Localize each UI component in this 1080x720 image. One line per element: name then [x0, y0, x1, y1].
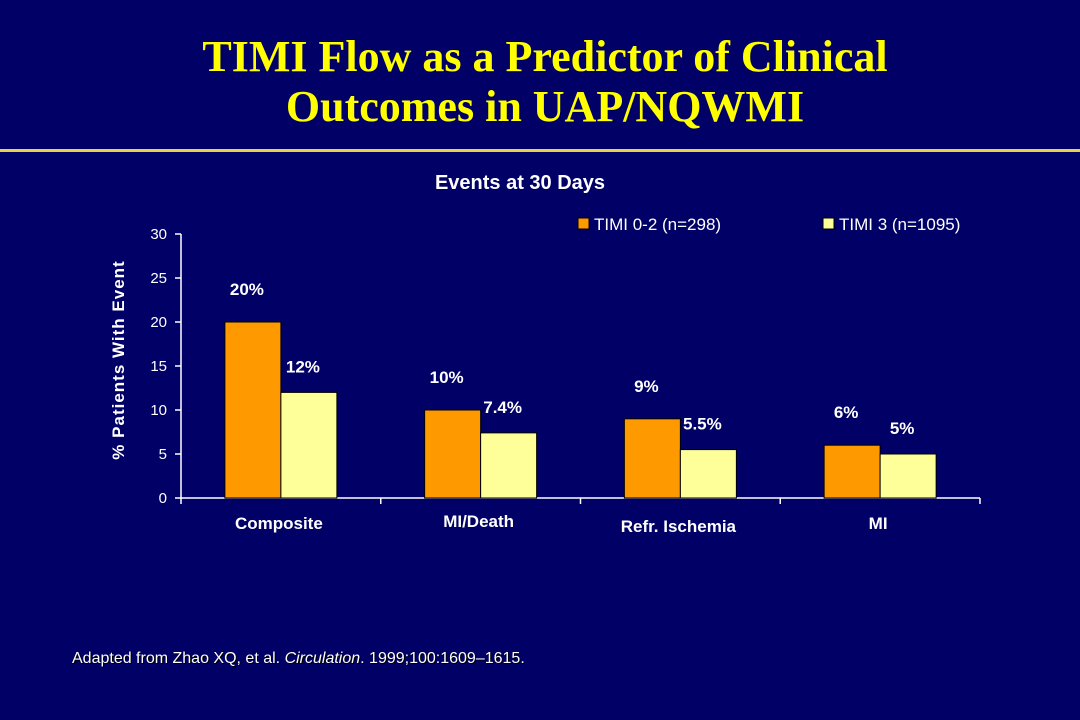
bar-timi-3 — [280, 391, 338, 499]
data-label: 20% — [230, 280, 264, 299]
legend-swatch — [577, 217, 590, 230]
data-label: 9% — [634, 377, 659, 396]
category-label: Refr. Ischemia — [621, 517, 737, 536]
bar-timi-0-2 — [224, 321, 282, 499]
bar-timi-0-2 — [823, 444, 881, 499]
data-label: 5% — [890, 419, 915, 438]
legend: TIMI 0-2 (n=298) TIMI 3 (n=1095) — [577, 215, 960, 234]
category-label: MI/Death — [443, 512, 514, 531]
data-label: 5.5% — [683, 415, 722, 434]
category-label: MI — [869, 514, 888, 533]
y-tick-label: 15 — [150, 358, 167, 375]
category-label: Composite — [235, 514, 323, 533]
legend-label: TIMI 3 (n=1095) — [839, 215, 960, 234]
legend-swatch — [822, 217, 835, 230]
plot-area: 0 5 10 15 20 25 30 20% 12% Composite 10% 7.4% MI/Dea… — [150, 226, 981, 536]
y-tick-label: 20 — [150, 314, 167, 331]
data-label: 6% — [834, 403, 859, 422]
data-label: 12% — [286, 357, 320, 376]
title-divider — [0, 149, 1080, 152]
slide-title-line-2: Outcomes in UAP/NQWMI — [285, 82, 805, 131]
slide-title-line-1: TIMI Flow as a Predictor of Clinical — [202, 32, 888, 81]
y-tick-label: 5 — [159, 446, 167, 463]
bar-timi-0-2 — [424, 409, 482, 499]
bar-timi-3 — [879, 453, 937, 499]
bar-timi-0-2 — [623, 418, 681, 499]
y-tick-label: 30 — [150, 226, 167, 243]
y-tick-label: 0 — [159, 490, 167, 507]
data-label: 10% — [430, 368, 464, 387]
y-axis-label: % Patients With Event — [109, 260, 128, 459]
data-label: 7.4% — [483, 398, 522, 417]
citation-shadow: Adapted from Zhao XQ, et al. Circulation… — [73, 651, 526, 668]
slide-title: TIMI Flow as a Predictor of Clinical Out… — [0, 32, 1080, 132]
bar-timi-3 — [480, 432, 538, 499]
y-tick-label: 25 — [150, 270, 167, 287]
citation-text: Adapted from Zhao XQ, et al. Circulation… — [72, 650, 525, 667]
chart-title: Events at 30 Days — [435, 172, 605, 194]
legend-label: TIMI 0-2 (n=298) — [594, 215, 721, 234]
bar-timi-3 — [679, 449, 737, 499]
y-tick-label: 10 — [150, 402, 167, 419]
